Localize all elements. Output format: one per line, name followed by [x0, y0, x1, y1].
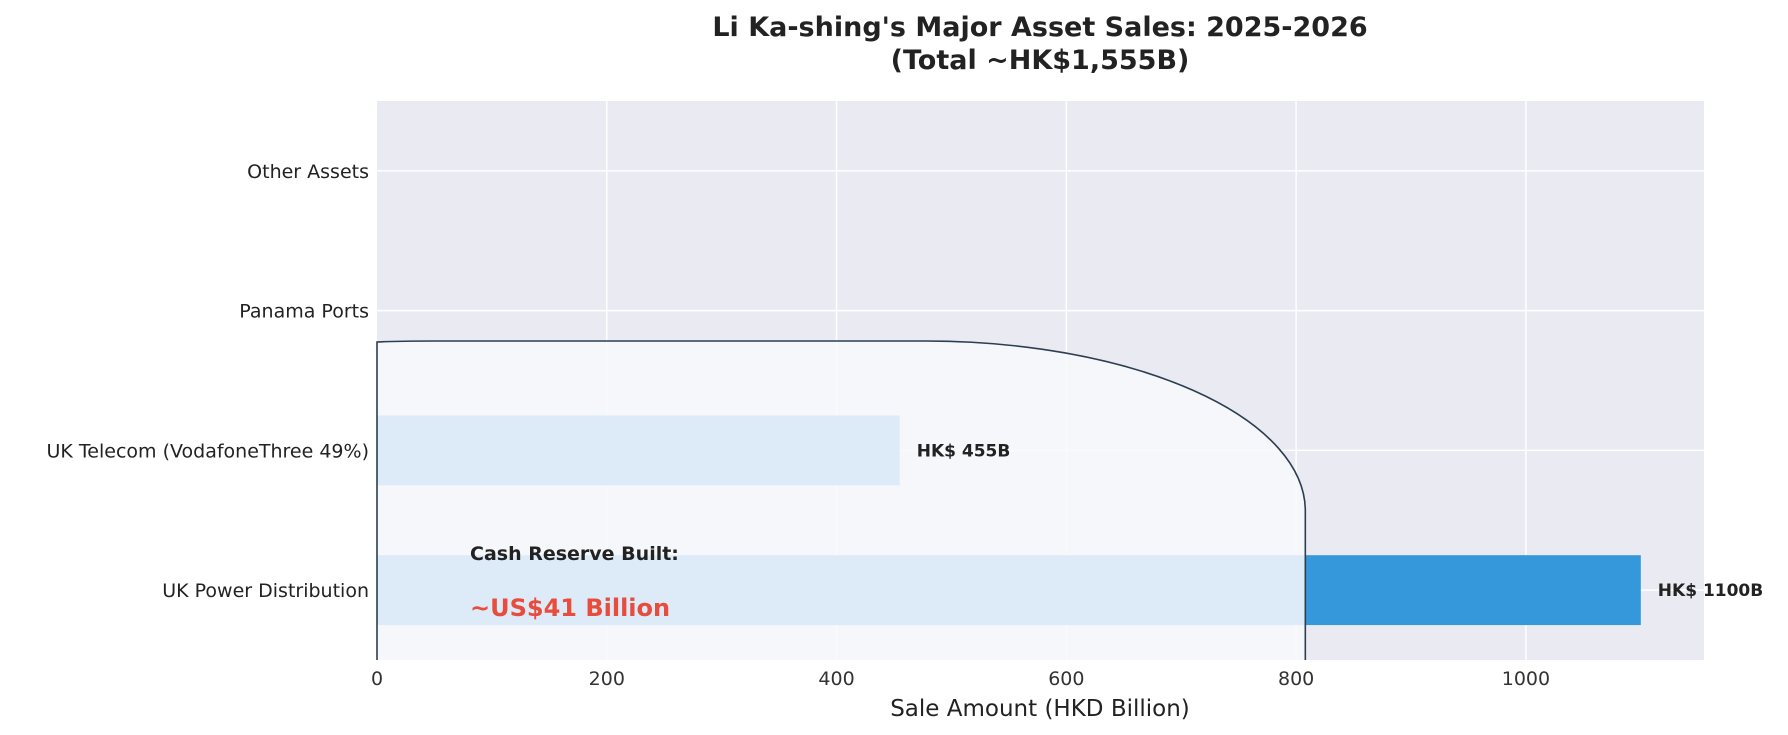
y-tick-label-2: Panama Ports — [239, 301, 369, 323]
data-label-1: HK$ 455B — [917, 441, 1011, 461]
y-tick-label-0: UK Power Distribution — [162, 580, 369, 602]
chart-title-line1: Li Ka-shing's Major Asset Sales: 2025-20… — [712, 12, 1367, 43]
data-label-0: HK$ 1100B — [1658, 581, 1763, 601]
annotation-heading: Cash Reserve Built: — [470, 543, 679, 565]
y-axis-labels: UK Power Distribution UK Telecom (Vodafon… — [47, 161, 369, 602]
x-tick-label-600: 600 — [1048, 668, 1084, 690]
x-tick-label-1000: 1000 — [1502, 668, 1550, 690]
data-labels: HK$ 1100B HK$ 455B — [917, 441, 1763, 601]
y-tick-label-3: Other Assets — [247, 161, 369, 183]
x-tick-label-0: 0 — [371, 668, 383, 690]
x-tick-label-200: 200 — [589, 668, 625, 690]
annotation-value: ~US$41 Billion — [470, 594, 670, 622]
x-axis-label: Sale Amount (HKD Billion) — [890, 696, 1190, 722]
x-tick-label-800: 800 — [1278, 668, 1314, 690]
cash-reserve-overlay — [376, 340, 1307, 660]
x-axis-ticks: 0 200 400 600 800 1000 — [371, 668, 1550, 690]
y-tick-label-1: UK Telecom (VodafoneThree 49%) — [47, 440, 369, 462]
x-tick-label-400: 400 — [818, 668, 854, 690]
chart-title-line2: (Total ~HK$1,555B) — [891, 45, 1190, 76]
